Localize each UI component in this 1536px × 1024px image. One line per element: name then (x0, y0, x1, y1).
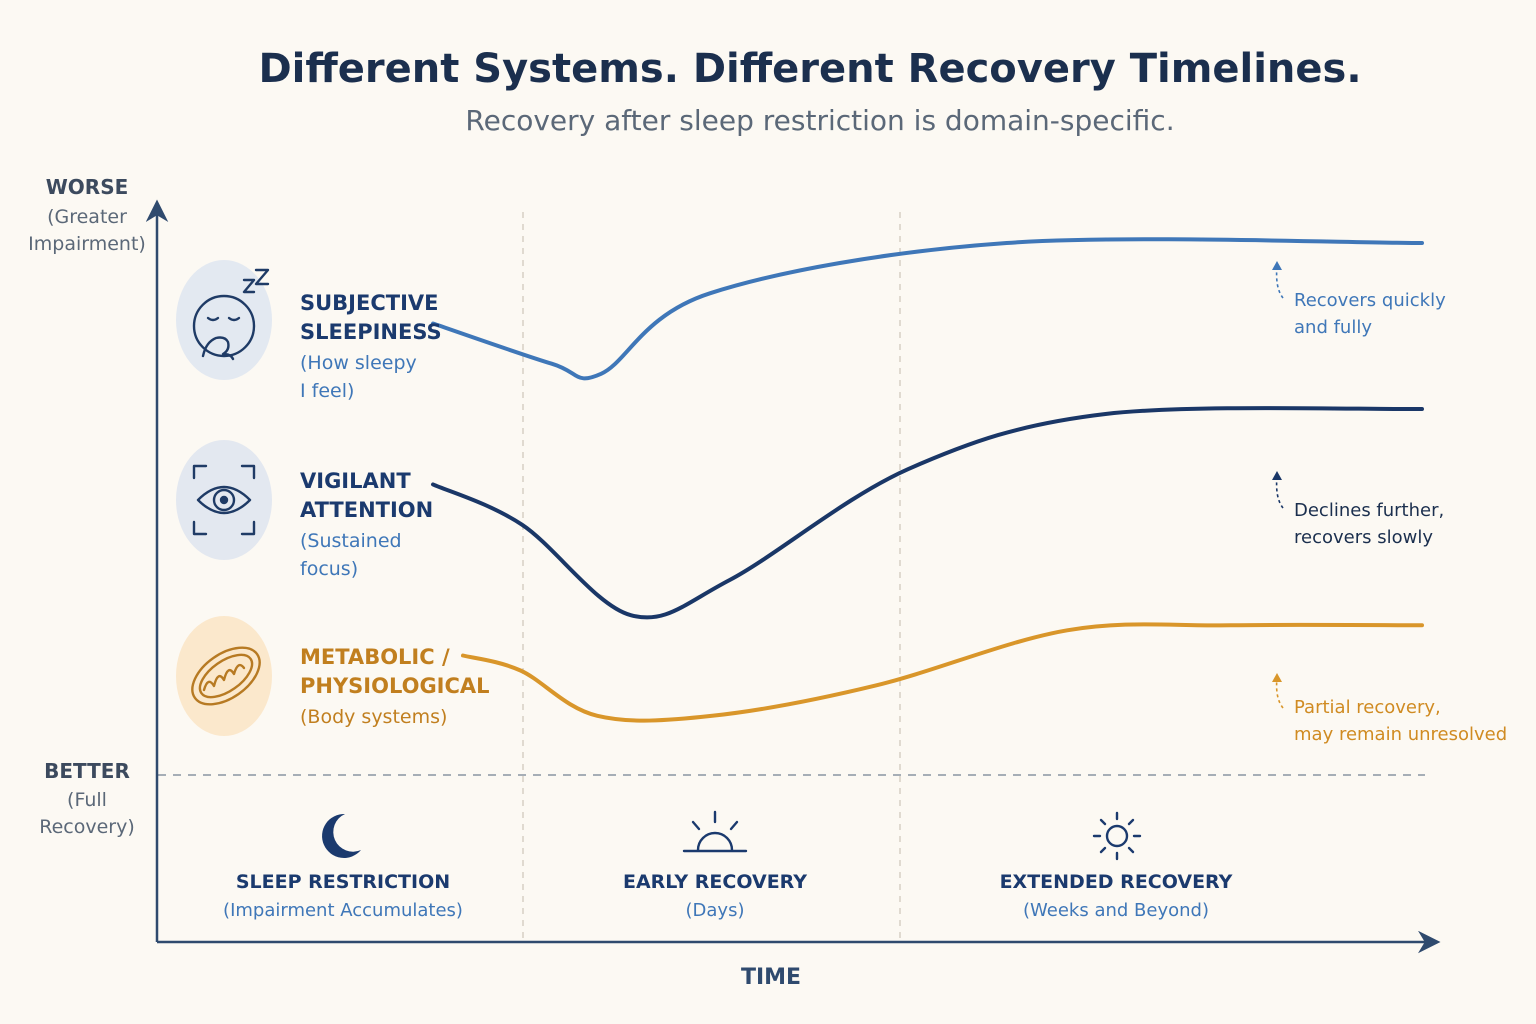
series-name-metabolic-2: PHYSIOLOGICAL (300, 674, 490, 698)
yawning-face-icon (192, 268, 270, 361)
eye-focus-icon (192, 464, 256, 536)
legend-metabolic-physiological: METABOLIC / PHYSIOLOGICAL (Body systems) (176, 616, 490, 736)
series-name-vigilant-1: VIGILANT (300, 469, 411, 493)
y-top-label: WORSE (46, 175, 129, 199)
series-name-subjective-2: SLEEPINESS (300, 320, 442, 344)
phase-title-extended-recovery: EXTENDED RECOVERY (1000, 871, 1233, 893)
phase-title-sleep-restriction: SLEEP RESTRICTION (236, 871, 450, 893)
annotation-subjective-2: and fully (1294, 317, 1372, 338)
series-line-vigilant-attention (431, 406, 1424, 620)
annotation-arrow-subjective (1275, 265, 1284, 299)
phase-early-recovery: EARLY RECOVERY (Days) (623, 810, 807, 921)
series-line-metabolic-physiological (461, 622, 1424, 723)
annotation-metabolic: Partial recovery, may remain unresolved (1272, 673, 1507, 745)
annotation-metabolic-1: Partial recovery, (1294, 697, 1441, 718)
series-name-subjective-1: SUBJECTIVE (300, 291, 439, 315)
moon-icon (322, 813, 361, 858)
y-bottom-label: BETTER (44, 759, 130, 783)
sun-icon (1092, 811, 1142, 861)
phase-title-early-recovery: EARLY RECOVERY (623, 871, 807, 893)
annotation-subjective: Recovers quickly and fully (1272, 261, 1446, 338)
annotation-vigilant-1: Declines further, (1294, 500, 1444, 521)
mitochondria-icon (191, 646, 261, 706)
annotation-arrowhead-subjective (1272, 261, 1282, 270)
icon-circle-subjective (176, 260, 272, 380)
series-name-metabolic-1: METABOLIC / (300, 645, 450, 669)
series-line-subjective-sleepiness (431, 237, 1424, 381)
legend-subjective-sleepiness: SUBJECTIVE SLEEPINESS (How sleepy I feel… (176, 260, 442, 402)
annotation-arrowhead-metabolic (1272, 673, 1282, 682)
phase-sub-sleep-restriction: (Impairment Accumulates) (223, 900, 463, 921)
series-sub-vigilant-1: (Sustained (300, 530, 402, 552)
x-axis-label: TIME (741, 965, 801, 990)
y-top-sub-2: Impairment) (28, 233, 146, 255)
y-bottom-sub-2: Recovery) (39, 816, 135, 838)
phase-sub-early-recovery: (Days) (686, 900, 745, 921)
y-top-sub-1: (Greater (47, 206, 127, 228)
series-name-vigilant-2: ATTENTION (300, 498, 433, 522)
annotation-subjective-1: Recovers quickly (1294, 290, 1446, 311)
sunrise-icon (682, 810, 748, 853)
annotation-metabolic-2: may remain unresolved (1294, 724, 1507, 745)
annotation-arrow-vigilant (1275, 475, 1284, 509)
y-bottom-sub-1: (Full (67, 789, 107, 811)
chart-subtitle: Recovery after sleep restriction is doma… (465, 104, 1174, 137)
phase-sleep-restriction: SLEEP RESTRICTION (Impairment Accumulate… (223, 813, 463, 921)
legend-vigilant-attention: VIGILANT ATTENTION (Sustained focus) (176, 440, 433, 580)
series-sub-subjective-2: I feel) (300, 380, 354, 402)
phase-extended-recovery: EXTENDED RECOVERY (Weeks and Beyond) (1000, 811, 1233, 921)
annotation-vigilant-2: recovers slowly (1294, 527, 1433, 548)
series-sub-metabolic-1: (Body systems) (300, 706, 447, 728)
annotation-arrowhead-vigilant (1272, 471, 1282, 480)
chart-title: Different Systems. Different Recovery Ti… (258, 46, 1361, 92)
phase-sub-extended-recovery: (Weeks and Beyond) (1023, 900, 1209, 921)
series-sub-subjective-1: (How sleepy (300, 352, 417, 374)
annotation-vigilant: Declines further, recovers slowly (1272, 471, 1444, 548)
series-sub-vigilant-2: focus) (300, 558, 358, 580)
annotation-arrow-metabolic (1275, 677, 1284, 709)
